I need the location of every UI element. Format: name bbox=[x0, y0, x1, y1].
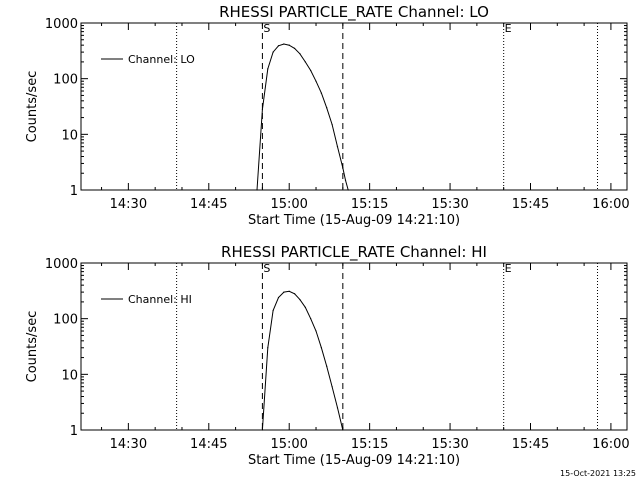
x-tick-label: 15:30 bbox=[431, 437, 468, 452]
data-point bbox=[288, 44, 290, 46]
y-tick-label: 100 bbox=[53, 313, 78, 328]
y-tick-label: 100 bbox=[53, 73, 78, 88]
x-tick-label: 15:15 bbox=[351, 437, 388, 452]
data-point bbox=[267, 68, 269, 70]
x-tick-label: 14:30 bbox=[110, 437, 147, 452]
data-point bbox=[315, 330, 317, 332]
data-point bbox=[299, 299, 301, 301]
data-point bbox=[310, 69, 312, 72]
y-tick-label: 1 bbox=[70, 184, 78, 199]
x-tick-label: 15:30 bbox=[431, 197, 468, 212]
data-point bbox=[267, 347, 269, 349]
data-point bbox=[342, 167, 344, 169]
data-point bbox=[283, 291, 285, 293]
y-axis-label: Counts/sec bbox=[25, 311, 40, 383]
start-marker: S bbox=[263, 22, 270, 35]
y-tick-label: 1000 bbox=[45, 17, 78, 32]
data-point bbox=[304, 306, 306, 308]
x-tick-label: 16:00 bbox=[592, 437, 629, 452]
x-tick-label: 15:00 bbox=[270, 437, 307, 452]
x-tick-label: 14:45 bbox=[190, 437, 227, 452]
data-point bbox=[336, 146, 339, 148]
timestamp: 15-Oct-2021 13:25 bbox=[560, 469, 636, 478]
data-point bbox=[326, 107, 328, 109]
data-point bbox=[304, 61, 306, 63]
data-point bbox=[293, 293, 296, 295]
data-point bbox=[320, 347, 322, 349]
data-point bbox=[347, 189, 349, 191]
start-marker: S bbox=[263, 262, 270, 275]
y-tick-label: 1000 bbox=[45, 257, 78, 272]
data-point bbox=[277, 45, 280, 47]
data-point bbox=[293, 47, 296, 49]
data-point bbox=[272, 51, 274, 53]
data-point bbox=[261, 429, 264, 431]
x-tick-label: 15:45 bbox=[512, 437, 549, 452]
data-point bbox=[344, 179, 347, 181]
data-point bbox=[272, 309, 274, 312]
x-axis-label: Start Time (15-Aug-09 14:21:10) bbox=[248, 453, 460, 468]
data-point bbox=[256, 189, 258, 191]
chart-panel-1: RHESSI PARTICLE_RATE Channel: HI 14:30 14:… bbox=[25, 243, 630, 468]
data-point bbox=[315, 80, 317, 82]
data-point bbox=[299, 53, 301, 55]
y-tick-label: 10 bbox=[61, 368, 78, 383]
data-point bbox=[277, 296, 280, 299]
chart-title: RHESSI PARTICLE_RATE Channel: HI bbox=[221, 243, 487, 262]
data-point bbox=[331, 123, 333, 126]
data-point bbox=[261, 108, 264, 111]
data-point bbox=[310, 318, 312, 320]
plot-frame bbox=[80, 22, 628, 191]
y-tick-label: 1 bbox=[70, 424, 78, 439]
x-tick-label: 14:30 bbox=[110, 197, 147, 212]
chart-panel-0: RHESSI PARTICLE_RATE Channel: LO 14:30 14:… bbox=[25, 3, 630, 228]
data-point bbox=[283, 43, 285, 45]
chart-title: RHESSI PARTICLE_RATE Channel: LO bbox=[219, 3, 489, 22]
x-axis-label: Start Time (15-Aug-09 14:21:10) bbox=[248, 213, 460, 228]
y-axis-label: Counts/sec bbox=[25, 71, 40, 143]
end-marker: E bbox=[505, 22, 512, 35]
data-point bbox=[336, 407, 339, 409]
y-tick-label: 10 bbox=[61, 128, 78, 143]
x-tick-label: 14:45 bbox=[190, 197, 227, 212]
series-line bbox=[261, 290, 344, 431]
data-point bbox=[342, 429, 344, 431]
data-point bbox=[326, 365, 328, 367]
x-tick-label: 16:00 bbox=[592, 197, 629, 212]
x-tick-label: 15:00 bbox=[270, 197, 307, 212]
data-point bbox=[331, 386, 333, 388]
legend-label: Channel: HI bbox=[128, 293, 192, 306]
x-tick-label: 15:45 bbox=[512, 197, 549, 212]
end-marker: E bbox=[505, 262, 512, 275]
x-tick-label: 15:15 bbox=[351, 197, 388, 212]
plot-frame bbox=[80, 262, 628, 431]
data-point bbox=[288, 290, 290, 292]
data-point bbox=[320, 92, 322, 94]
legend-label: Channel: LO bbox=[128, 53, 195, 66]
series-line bbox=[256, 43, 349, 191]
